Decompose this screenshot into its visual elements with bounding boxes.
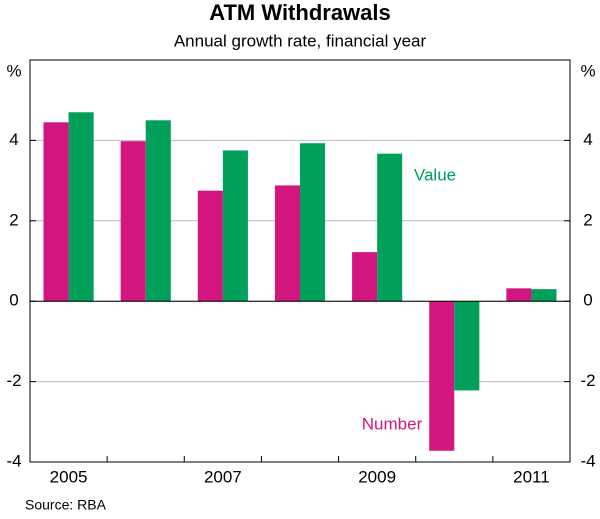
source: Source: RBA [25,497,107,513]
bar [429,301,455,451]
x-tick-label: 2011 [513,467,550,486]
y2-tick-label: 0 [583,291,592,310]
y2-tick-label: 2 [583,210,592,229]
bar [531,289,557,302]
plot-frame [29,59,571,463]
x-tick-label: 2005 [50,467,88,486]
bar [145,120,171,302]
x-tick-label: 2007 [204,467,242,486]
y-tick-label: 4 [9,130,18,149]
y-tick-label: 2 [9,210,18,229]
bar [300,143,326,302]
y2-tick-label: 4 [583,130,592,149]
chart-subtitle: Annual growth rate, financial year [174,31,427,50]
bar [454,301,480,391]
y2-tick-label: -2 [580,371,595,390]
bar [274,185,300,302]
bar [120,141,146,302]
bar [352,252,378,302]
series-label: Value [414,165,456,184]
bar [506,288,532,302]
bar [222,150,248,302]
y-unit: % [6,61,21,80]
bar [197,190,223,302]
y-tick-label: -2 [6,371,21,390]
y-tick-label: 0 [9,291,18,310]
bar [43,122,69,302]
series-label: Number [362,414,423,433]
y2-unit: % [580,61,595,80]
y-tick-label: -4 [6,451,21,470]
bar [377,153,403,302]
bar [68,112,94,302]
chart-title: ATM Withdrawals [209,0,391,25]
x-tick-label: 2009 [358,467,396,486]
y2-tick-label: -4 [580,451,595,470]
